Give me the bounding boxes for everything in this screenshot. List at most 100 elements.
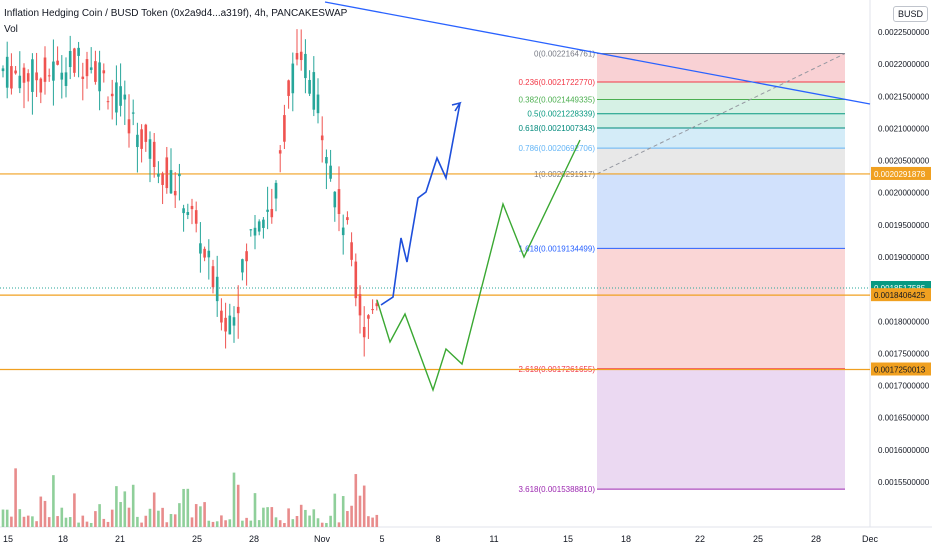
volume-bar	[10, 516, 13, 527]
candle	[52, 61, 55, 81]
price-tick-label: 0.0022500000	[878, 28, 930, 37]
volume-bar	[241, 520, 244, 527]
candle	[43, 57, 47, 82]
price-badge	[871, 362, 931, 376]
candle	[291, 63, 295, 94]
volume-bar	[110, 509, 114, 527]
fib-level-label: 3.618(0.0015388810)	[518, 485, 595, 494]
price-tick-label: 0.0017500000	[878, 349, 930, 358]
volume-bar	[278, 520, 282, 527]
price-tick-label: 0.0021000000	[878, 124, 930, 133]
time-tick-label: 5	[379, 534, 384, 544]
candle	[106, 101, 110, 103]
fib-zone	[597, 99, 845, 114]
volume-bar	[337, 522, 341, 527]
candle	[22, 67, 26, 83]
candle	[333, 191, 337, 208]
volume-bar	[312, 509, 316, 527]
candle	[224, 317, 227, 332]
volume-bar	[325, 522, 328, 527]
volume-bar	[262, 507, 265, 527]
candle	[60, 72, 64, 80]
time-tick-label: 11	[489, 534, 498, 544]
candle	[245, 251, 248, 262]
volume-bar	[98, 504, 101, 527]
fib-level-label: 1.618(0.0019134499)	[518, 244, 595, 253]
volume-bar	[89, 522, 93, 527]
price-badge-label: 0.0018406425	[874, 291, 926, 300]
candle	[81, 76, 85, 79]
price-tick-label: 0.0021500000	[878, 92, 930, 101]
volume-bar	[64, 517, 68, 527]
candle	[94, 61, 97, 82]
volume-bar	[232, 472, 236, 527]
candle	[123, 94, 127, 100]
candle	[241, 259, 244, 273]
candle	[253, 227, 257, 236]
volume-bar	[81, 515, 85, 527]
candle	[236, 306, 240, 314]
price-tick-label: 0.0019000000	[878, 253, 930, 262]
volume-bar	[341, 496, 345, 527]
projection-path-blue	[380, 102, 461, 306]
volume-bar	[52, 475, 55, 527]
chart-title: Inflation Hedging Coin / BUSD Token (0x2…	[4, 8, 348, 19]
fib-zone	[597, 148, 845, 174]
candle	[119, 86, 122, 106]
volume-bar	[148, 508, 152, 527]
volume-bar	[119, 502, 122, 527]
volume-bar	[199, 506, 202, 527]
volume-bar	[140, 522, 143, 527]
volume-bar	[39, 496, 43, 527]
fib-zone	[597, 53, 845, 82]
price-tick-label: 0.0022000000	[878, 60, 930, 69]
volume-bar	[131, 484, 135, 527]
volume-bar	[304, 509, 307, 527]
time-tick-label: 28	[249, 534, 259, 544]
candle	[178, 173, 181, 177]
candle	[362, 326, 366, 338]
candle	[35, 72, 38, 81]
volume-bar	[358, 495, 362, 527]
volume-bar	[165, 522, 169, 527]
candle	[186, 212, 190, 215]
candle	[165, 157, 169, 189]
volume-bar	[85, 521, 89, 527]
volume-bar	[169, 514, 173, 527]
price-badge-label: 0.0020291878	[874, 170, 926, 179]
time-tick-label: 18	[58, 534, 68, 544]
candle	[257, 221, 261, 232]
volume-bar	[295, 516, 299, 527]
candle	[278, 150, 282, 154]
candle	[64, 72, 68, 86]
candle	[232, 317, 236, 326]
candle	[26, 73, 30, 82]
currency-button[interactable]: BUSD	[892, 6, 928, 22]
candle	[194, 210, 198, 224]
volume-bar	[1, 509, 5, 527]
candle	[316, 94, 320, 114]
volume-bar	[157, 510, 160, 527]
fib-zone	[597, 113, 845, 128]
candle	[320, 135, 324, 141]
candle	[110, 93, 114, 97]
volume-bar	[123, 491, 127, 527]
candle	[131, 112, 135, 114]
volume-bar	[14, 468, 17, 527]
volume-bar	[270, 507, 274, 527]
candle	[169, 170, 173, 194]
candle	[367, 315, 370, 319]
volume-bar	[299, 504, 303, 527]
candle	[312, 72, 316, 110]
candle	[375, 303, 379, 307]
volume-bar	[375, 514, 379, 527]
candle	[211, 266, 215, 288]
volume-bar	[60, 507, 64, 527]
candle	[152, 141, 156, 167]
volume-bar	[77, 522, 80, 527]
volume-bar	[203, 502, 206, 527]
candle	[350, 242, 353, 260]
candle	[136, 134, 139, 148]
candle	[173, 190, 177, 196]
